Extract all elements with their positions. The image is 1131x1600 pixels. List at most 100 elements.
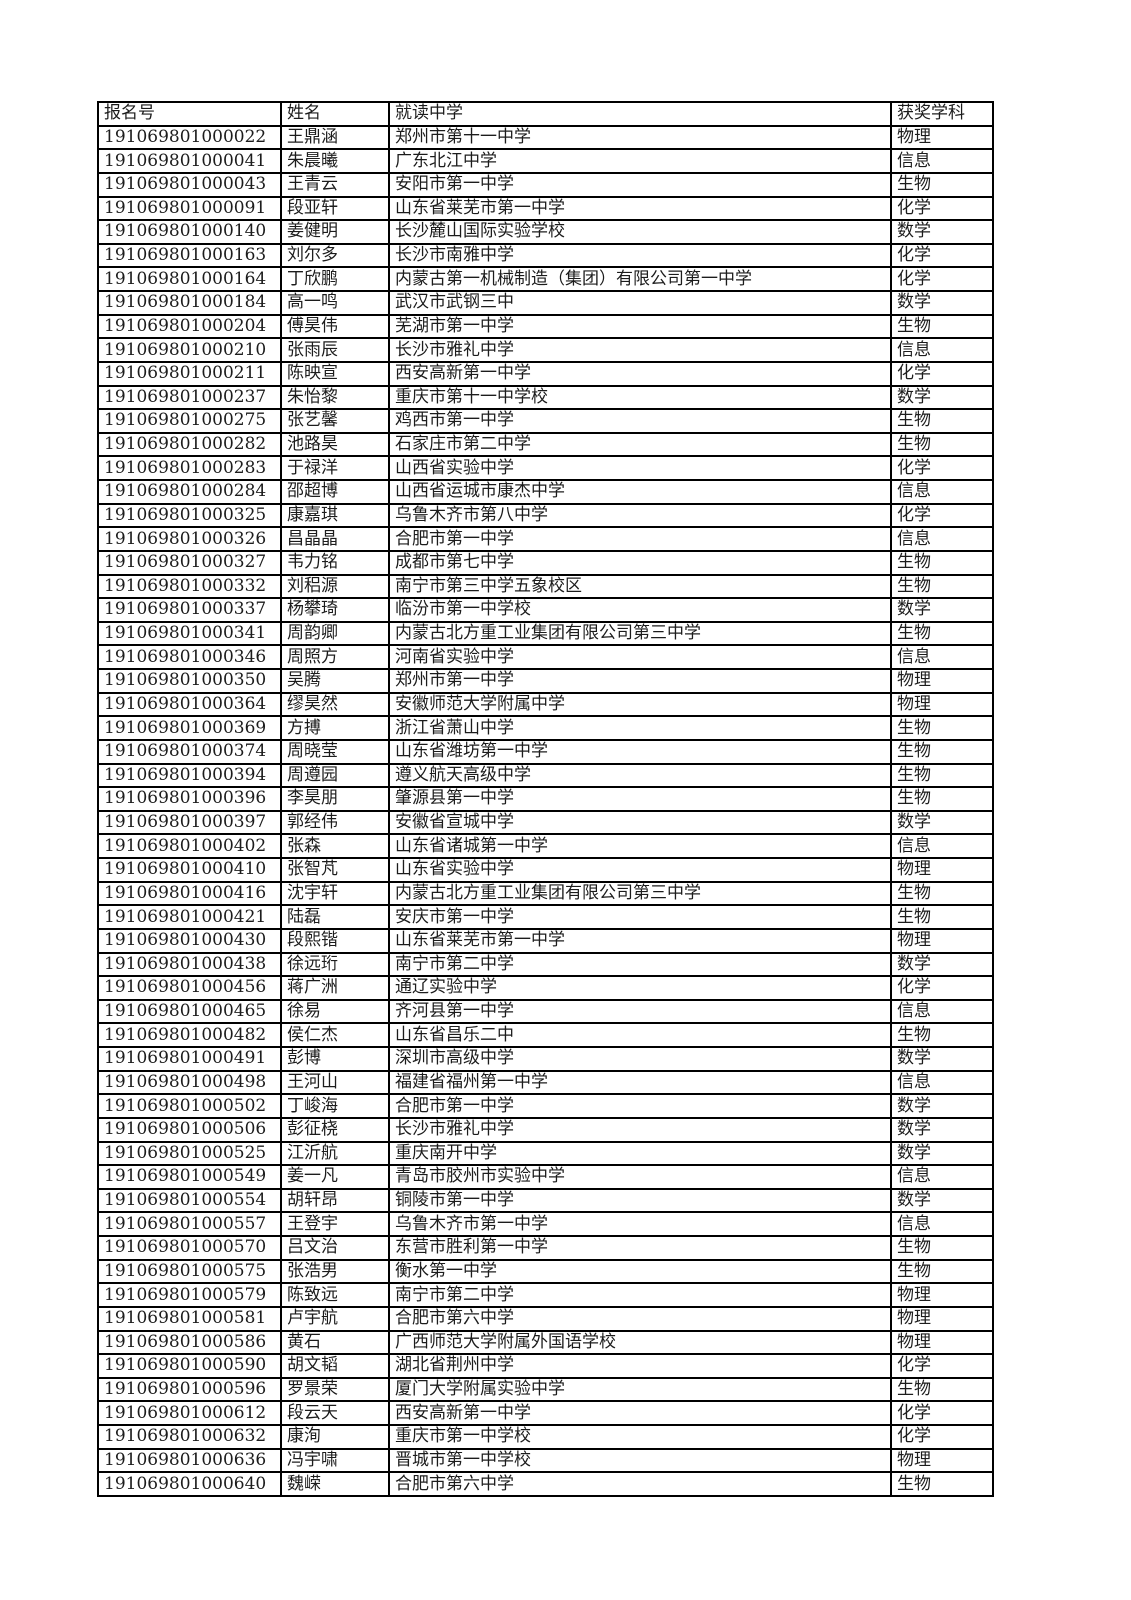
cell-school: 合肥市第一中学: [388, 526, 892, 552]
cell-registration-number: 191069801000164: [97, 266, 282, 292]
cell-school: 晋城市第一中学校: [388, 1447, 892, 1474]
cell-award-subject: 数学: [890, 219, 994, 245]
cell-school: 厦门大学附属实验中学: [388, 1376, 892, 1403]
cell-name: 彭博: [280, 1046, 390, 1072]
cell-award-subject: 数学: [890, 951, 994, 978]
col-header-school: 就读中学: [388, 101, 892, 127]
cell-name: 江沂航: [280, 1140, 390, 1167]
cell-name: 王鼎涵: [280, 124, 390, 151]
cell-registration-number: 191069801000581: [97, 1305, 282, 1332]
cell-school: 合肥市第六中学: [388, 1305, 892, 1332]
cell-registration-number: 191069801000502: [97, 1093, 282, 1119]
cell-name: 周照方: [280, 644, 390, 670]
cell-name: 邵超博: [280, 479, 390, 505]
cell-name: 郭经伟: [280, 809, 390, 836]
cell-school: 衡水第一中学: [388, 1258, 892, 1285]
cell-registration-number: 191069801000557: [97, 1211, 282, 1237]
cell-school: 山东省实验中学: [388, 857, 892, 883]
cell-award-subject: 生物: [890, 171, 994, 198]
cell-school: 内蒙古第一机械制造（集团）有限公司第一中学: [388, 266, 892, 292]
cell-award-subject: 信息: [890, 833, 994, 859]
cell-school: 山东省莱芜市第一中学: [388, 927, 892, 954]
cell-name: 刘尔多: [280, 242, 390, 269]
cell-school: 内蒙古北方重工业集团有限公司第三中学: [388, 880, 892, 907]
cell-registration-number: 191069801000326: [97, 526, 282, 552]
cell-school: 福建省福州第一中学: [388, 1069, 892, 1096]
cell-award-subject: 生物: [890, 762, 994, 789]
cell-registration-number: 191069801000140: [97, 219, 282, 245]
cell-registration-number: 191069801000430: [97, 927, 282, 954]
cell-award-subject: 生物: [890, 431, 994, 458]
cell-school: 南宁市第二中学: [388, 951, 892, 978]
cell-award-subject: 物理: [890, 668, 994, 694]
cell-registration-number: 191069801000374: [97, 738, 282, 765]
cell-registration-number: 191069801000586: [97, 1329, 282, 1356]
awards-table: 报名号 姓名 就读中学 获奖学科 191069801000022 王鼎涵 郑州市第十…: [97, 101, 994, 1497]
table-row: 191069801000636 冯宇啸 晋城市第一中学校 物理: [97, 1447, 994, 1474]
cell-school: 浙江省萧山中学: [388, 715, 892, 741]
cell-award-subject: 生物: [890, 1022, 994, 1048]
cell-name: 段熙锴: [280, 927, 390, 954]
cell-registration-number: 191069801000525: [97, 1140, 282, 1167]
table-row: 191069801000275 张艺馨 鸡西市第一中学 生物: [97, 408, 994, 434]
cell-award-subject: 数学: [890, 809, 994, 836]
col-header-registration-number: 报名号: [97, 101, 282, 127]
cell-registration-number: 191069801000465: [97, 998, 282, 1025]
cell-school: 鸡西市第一中学: [388, 408, 892, 434]
cell-name: 吕文治: [280, 1235, 390, 1261]
cell-school: 通辽实验中学: [388, 975, 892, 1001]
cell-name: 罗景荣: [280, 1376, 390, 1403]
table-row: 191069801000456 蒋广洲 通辽实验中学 化学: [97, 975, 994, 1001]
cell-name: 陈映宣: [280, 360, 390, 387]
table-row: 191069801000364 缪昊然 安徽师范大学附属中学 物理: [97, 691, 994, 718]
table-row: 191069801000374 周晓莹 山东省潍坊第一中学 生物: [97, 738, 994, 765]
table-row: 191069801000586 黄石 广西师范大学附属外国语学校 物理: [97, 1329, 994, 1356]
table-row: 191069801000438 徐远珩 南宁市第二中学 数学: [97, 951, 994, 978]
cell-registration-number: 191069801000369: [97, 715, 282, 741]
table-row: 191069801000596 罗景荣 厦门大学附属实验中学 生物: [97, 1376, 994, 1403]
cell-award-subject: 物理: [890, 1305, 994, 1332]
cell-school: 重庆市第十一中学校: [388, 384, 892, 411]
cell-name: 张智芃: [280, 857, 390, 883]
cell-award-subject: 化学: [890, 1424, 994, 1450]
table-row: 191069801000284 邵超博 山西省运城市康杰中学 信息: [97, 479, 994, 505]
cell-name: 张雨辰: [280, 337, 390, 363]
cell-award-subject: 物理: [890, 124, 994, 151]
cell-registration-number: 191069801000396: [97, 786, 282, 812]
cell-registration-number: 191069801000237: [97, 384, 282, 411]
cell-name: 傅昊伟: [280, 313, 390, 340]
table-row: 191069801000325 康嘉琪 乌鲁木齐市第八中学 化学: [97, 502, 994, 529]
cell-award-subject: 数学: [890, 1116, 994, 1143]
cell-name: 姜健明: [280, 219, 390, 245]
cell-school: 石家庄市第二中学: [388, 431, 892, 458]
cell-school: 安庆市第一中学: [388, 904, 892, 930]
table-row: 191069801000211 陈映宣 西安高新第一中学 化学: [97, 360, 994, 387]
table-row: 191069801000346 周照方 河南省实验中学 信息: [97, 644, 994, 670]
cell-registration-number: 191069801000043: [97, 171, 282, 198]
cell-registration-number: 191069801000325: [97, 502, 282, 529]
cell-award-subject: 信息: [890, 1211, 994, 1237]
table-row: 191069801000640 魏嵘 合肥市第六中学 生物: [97, 1471, 994, 1497]
cell-school: 南宁市第二中学: [388, 1282, 892, 1308]
cell-award-subject: 物理: [890, 1329, 994, 1356]
cell-registration-number: 191069801000632: [97, 1424, 282, 1450]
table-row: 191069801000498 王河山 福建省福州第一中学 信息: [97, 1069, 994, 1096]
cell-school: 重庆南开中学: [388, 1140, 892, 1167]
cell-award-subject: 化学: [890, 195, 994, 222]
cell-school: 安徽师范大学附属中学: [388, 691, 892, 718]
cell-name: 姜一凡: [280, 1164, 390, 1190]
cell-award-subject: 数学: [890, 1093, 994, 1119]
cell-award-subject: 物理: [890, 691, 994, 718]
cell-school: 广西师范大学附属外国语学校: [388, 1329, 892, 1356]
cell-name: 高一鸣: [280, 290, 390, 316]
cell-registration-number: 191069801000575: [97, 1258, 282, 1285]
table-row: 191069801000396 李昊朋 肇源县第一中学 生物: [97, 786, 994, 812]
cell-school: 合肥市第六中学: [388, 1471, 892, 1497]
cell-school: 郑州市第十一中学: [388, 124, 892, 151]
cell-name: 侯仁杰: [280, 1022, 390, 1048]
cell-name: 张艺馨: [280, 408, 390, 434]
cell-award-subject: 生物: [890, 408, 994, 434]
cell-award-subject: 化学: [890, 975, 994, 1001]
cell-registration-number: 191069801000184: [97, 290, 282, 316]
cell-school: 合肥市第一中学: [388, 1093, 892, 1119]
